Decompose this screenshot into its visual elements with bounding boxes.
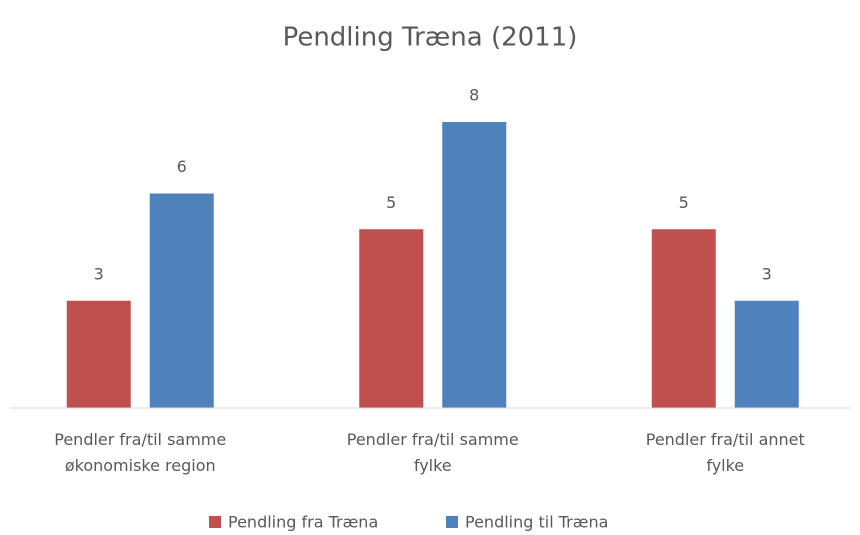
- chart-title: Pendling Træna (2011): [283, 23, 578, 53]
- bar: [734, 300, 799, 408]
- data-label: 5: [679, 193, 689, 212]
- legend-label: Pendling til Træna: [465, 513, 608, 532]
- data-label: 3: [94, 264, 104, 283]
- x-tick-label: Pendler fra/til samme fylke: [347, 430, 519, 475]
- bar: [66, 300, 131, 408]
- data-label: 3: [762, 264, 772, 283]
- bar: [359, 229, 424, 408]
- data-label: 5: [386, 193, 396, 212]
- legend-swatch: [446, 516, 458, 528]
- data-label: 6: [177, 157, 187, 176]
- bar: [442, 122, 507, 408]
- bar: [651, 229, 716, 408]
- legend-swatch: [209, 516, 221, 528]
- data-label: 8: [469, 86, 479, 105]
- x-tick-label: Pendler fra/til samme økonomiske region: [54, 430, 226, 475]
- legend-label: Pendling fra Træna: [228, 513, 378, 532]
- x-tick-label: Pendler fra/til annet fylke: [646, 430, 805, 475]
- bar: [149, 193, 214, 408]
